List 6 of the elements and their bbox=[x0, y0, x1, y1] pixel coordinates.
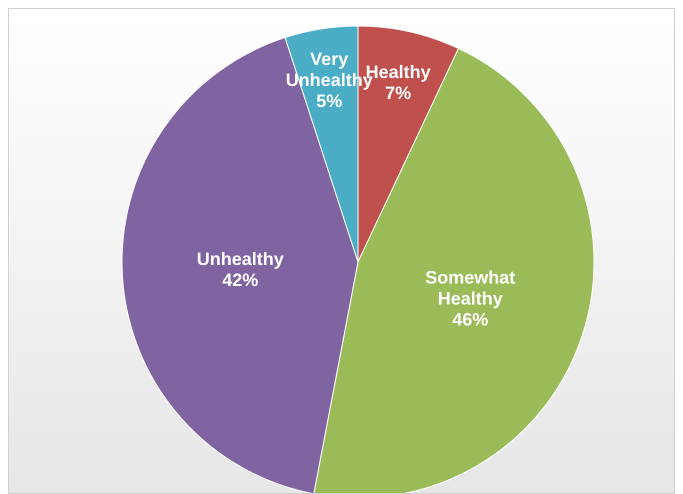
data-label: 42% bbox=[222, 270, 258, 290]
slice-label: Unhealthy bbox=[196, 248, 284, 269]
data-label: 46% bbox=[452, 309, 488, 330]
data-label: 5% bbox=[316, 91, 342, 112]
data-label: 7% bbox=[385, 82, 412, 103]
slice-label: Somewhat Healthy bbox=[425, 267, 516, 308]
